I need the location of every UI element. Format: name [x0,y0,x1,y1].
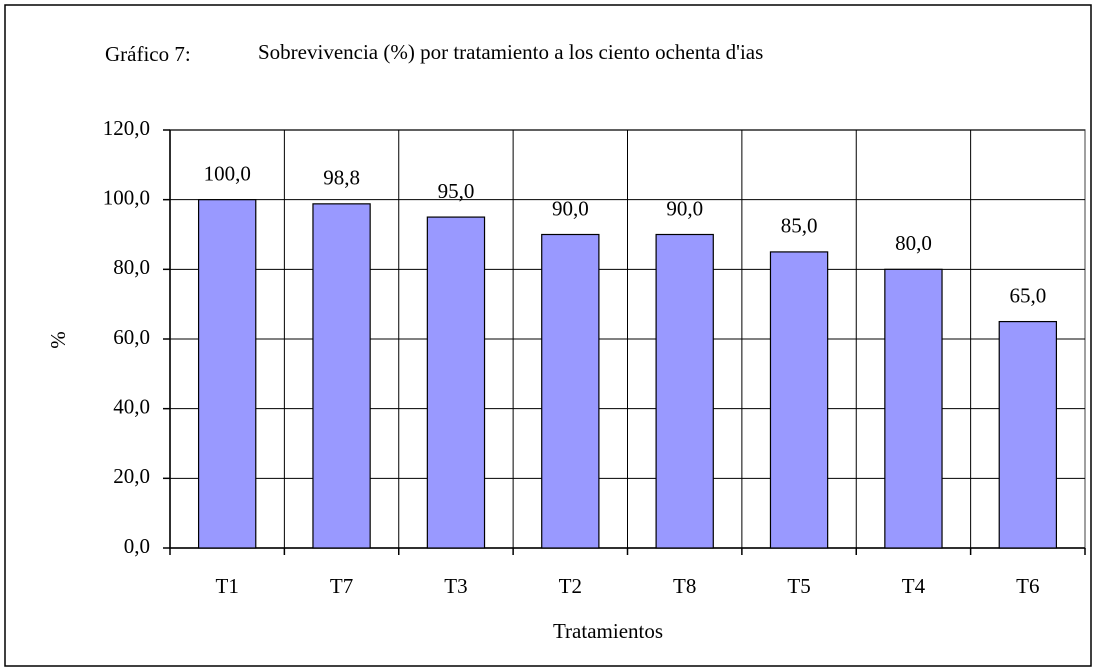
x-tick-label: T5 [787,574,810,598]
y-axis-label: % [46,331,70,349]
data-label: 90,0 [552,196,589,220]
data-label: 65,0 [1009,283,1046,307]
y-tick-label: 80,0 [113,255,150,279]
data-label: 85,0 [781,214,818,238]
figure-label: Gráfico 7: [105,42,191,66]
data-label: 80,0 [895,231,932,255]
y-tick-label: 120,0 [103,116,150,140]
chart-title: Sobrevivencia (%) por tratamiento a los … [258,40,763,64]
data-label: 98,8 [323,166,360,190]
bar [312,203,371,549]
data-label: 95,0 [438,179,475,203]
y-tick-label: 0,0 [124,534,150,558]
x-tick-label: T4 [902,574,926,598]
bar [769,251,829,549]
bar [998,320,1058,549]
x-tick-label: T7 [330,574,353,598]
bar [884,268,943,549]
bar [197,199,257,549]
data-label: 90,0 [666,196,703,220]
x-axis-label: Tratamientos [553,619,663,643]
data-label: 100,0 [204,161,251,185]
x-tick-label: T8 [673,574,696,598]
bar [426,216,486,549]
x-tick-label: T6 [1016,574,1039,598]
x-tick-label: T2 [559,574,582,598]
y-tick-label: 60,0 [113,325,150,349]
y-tick-label: 100,0 [103,185,150,209]
bar [541,233,600,549]
y-tick-label: 40,0 [113,394,150,418]
y-tick-label: 20,0 [113,464,150,488]
x-tick-label: T3 [444,574,467,598]
bar [655,233,714,549]
x-tick-label: T1 [216,574,239,598]
